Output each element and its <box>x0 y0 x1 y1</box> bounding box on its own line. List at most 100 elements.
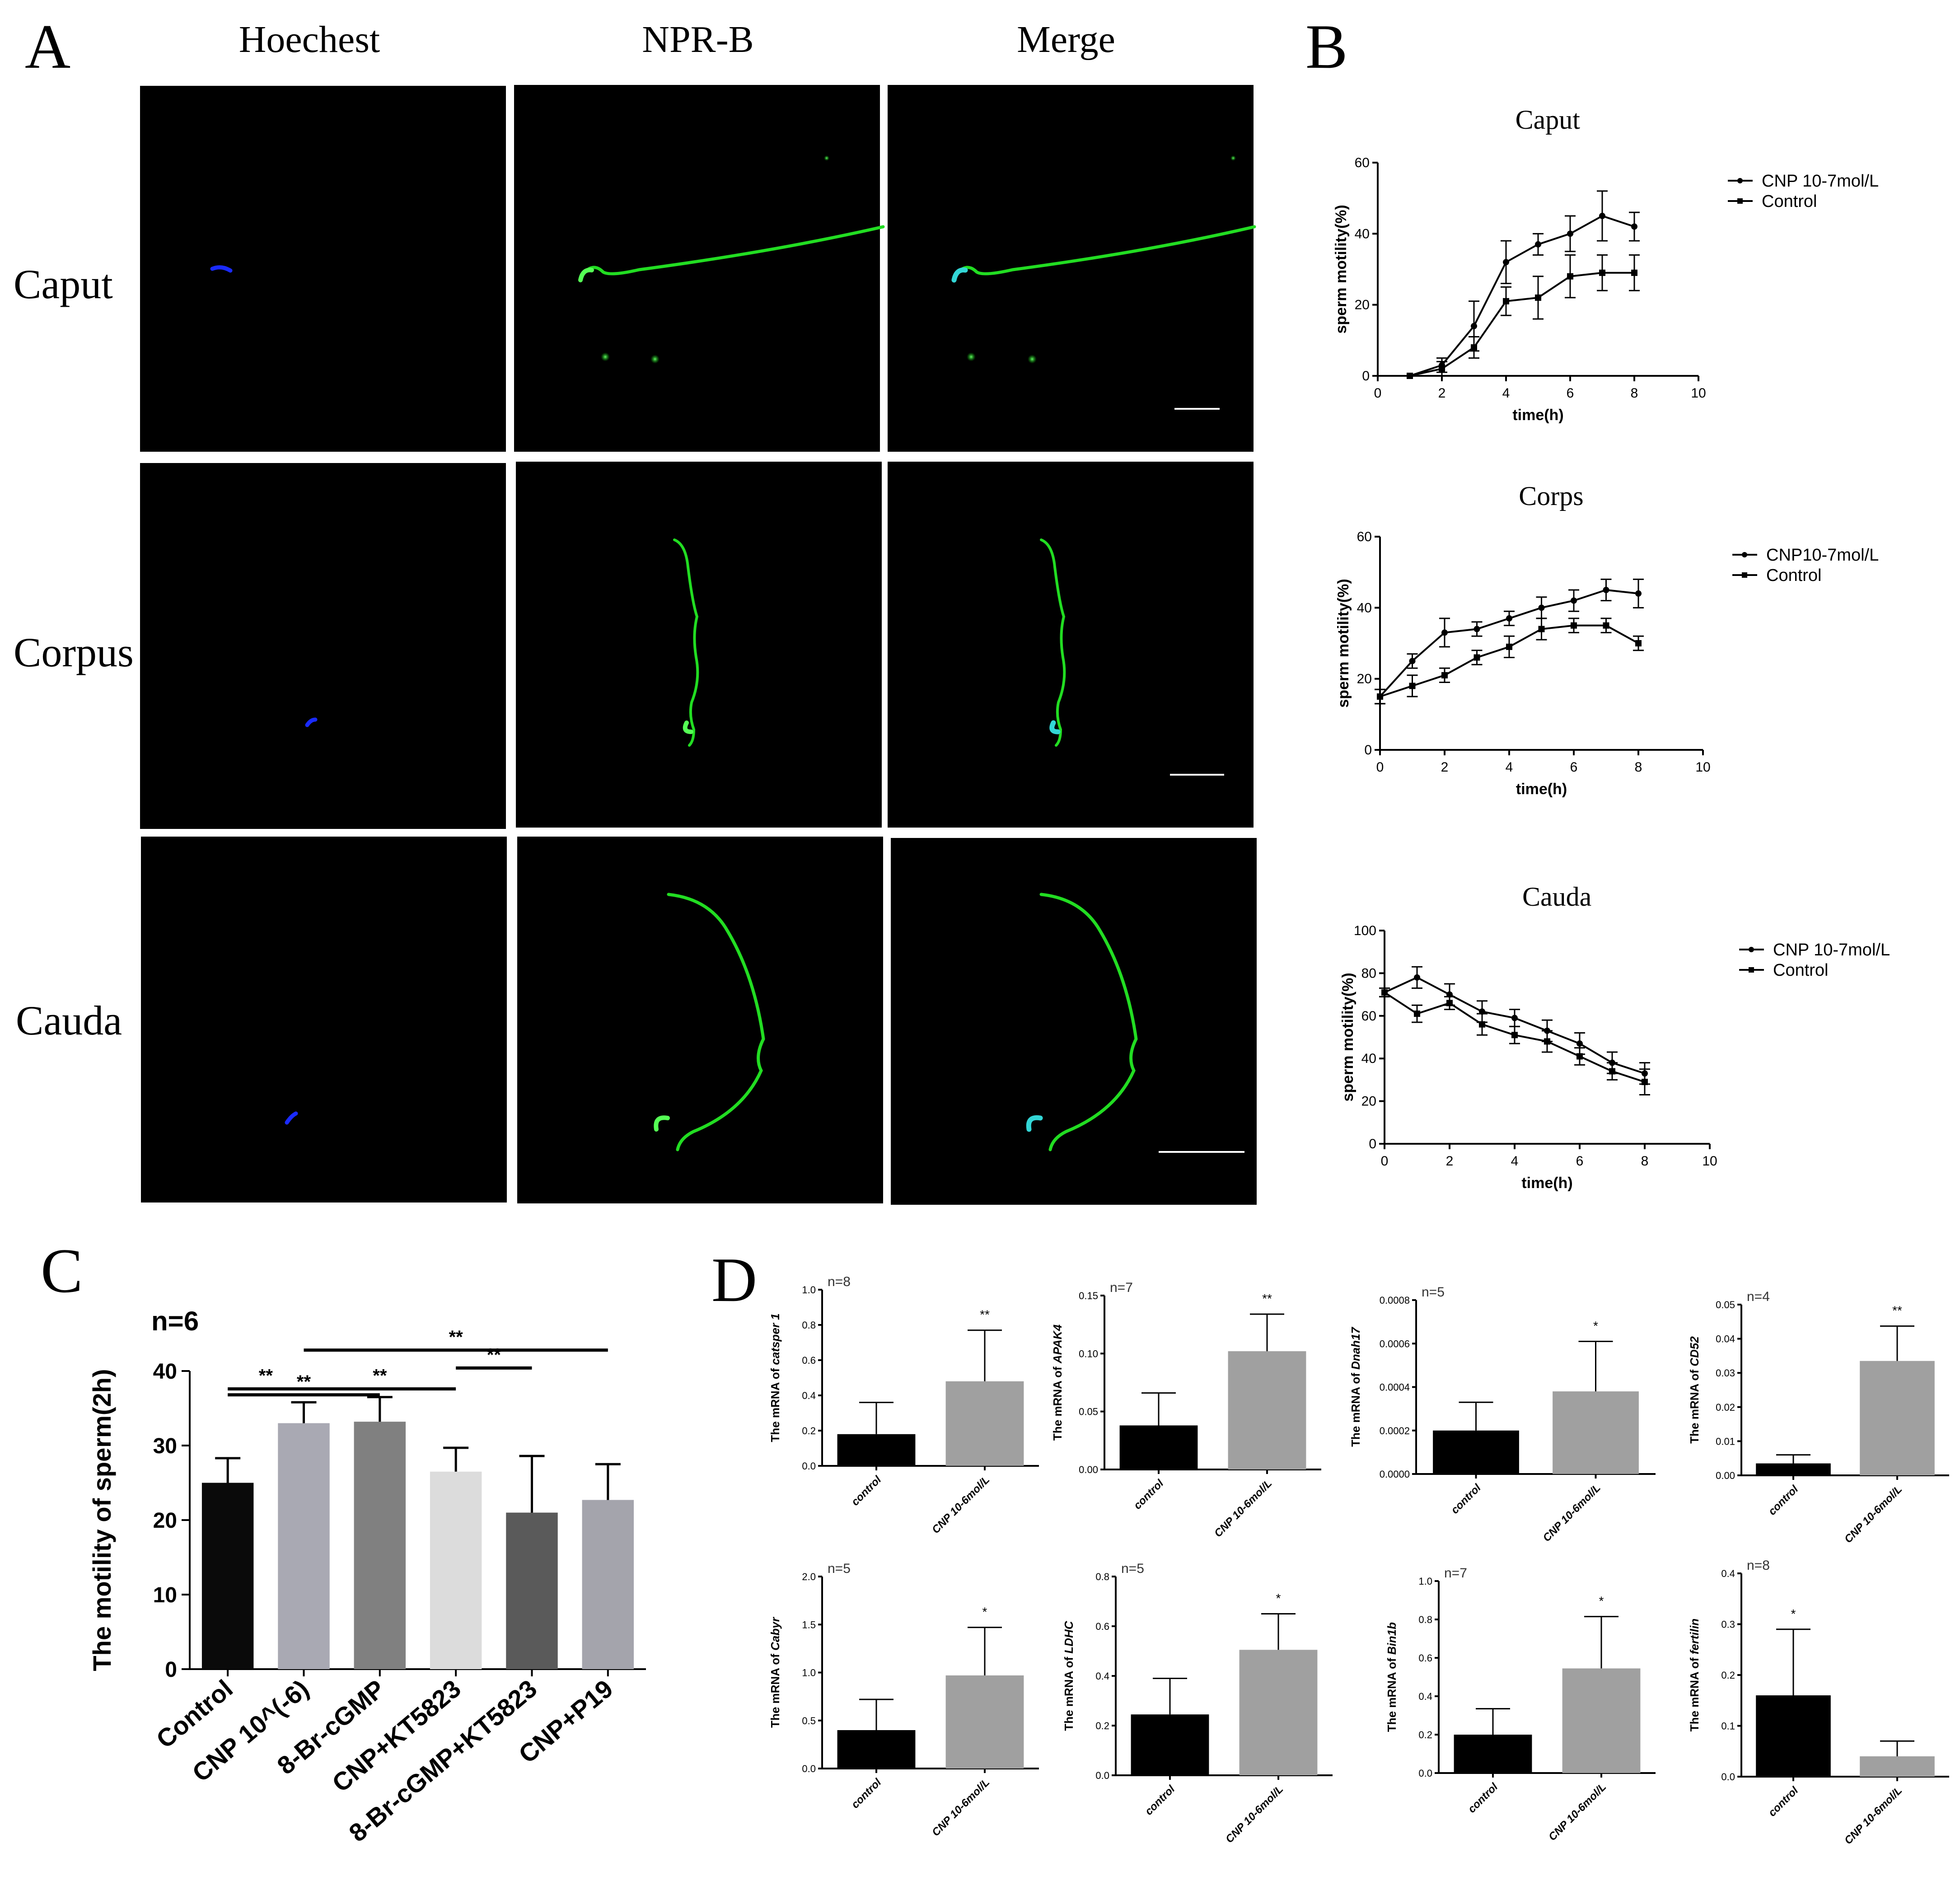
sperm-flagellum-caput-merge <box>957 225 1256 276</box>
x-tick-label: 0 <box>1374 386 1382 401</box>
y-tick-label: 40 <box>1355 226 1370 241</box>
bar <box>1239 1650 1318 1775</box>
data-point <box>1381 989 1388 996</box>
significance-label: * <box>982 1605 987 1619</box>
x-tick-label: 0 <box>1381 1154 1389 1169</box>
bar <box>1860 1361 1935 1475</box>
chart-title: Corps <box>1519 481 1583 511</box>
category-label: control <box>849 1776 884 1811</box>
data-point <box>1414 974 1420 981</box>
sperm-nucleus-caput <box>210 265 233 273</box>
legend-marker <box>1749 967 1754 973</box>
category-label: CNP 10-6mol/L <box>1541 1482 1603 1544</box>
y-axis-label: The mRNA of catsper 1 <box>768 1313 782 1442</box>
y-tick-label: 0.0000 <box>1380 1469 1410 1480</box>
background-dot <box>650 355 660 364</box>
y-axis-label-gene: LDHC <box>1062 1620 1076 1653</box>
bar-chart-cabyr: n=5 0.0 0.5 1.0 1.5 2.0 The mRNA of Cabyr contr… <box>768 1561 1039 1839</box>
data-point <box>1571 597 1577 604</box>
row-title-corpus: Corpus <box>14 629 134 675</box>
category-label: control <box>1766 1483 1801 1518</box>
y-tick-label: 1.0 <box>802 1284 816 1296</box>
y-tick-label: 0.0008 <box>1380 1295 1410 1306</box>
background-dot <box>1230 155 1236 161</box>
y-axis-label: The motility of sperm(2h) <box>88 1369 116 1671</box>
y-tick-label: 0.4 <box>802 1390 816 1401</box>
bar-chart-apak4: n=7 0.00 0.05 0.10 0.15 The mRNA of APAK4 cont… <box>1051 1280 1321 1539</box>
data-point <box>1409 683 1416 689</box>
bar <box>1228 1351 1306 1469</box>
bar-chart-catsper1: n=8 0.0 0.2 0.4 0.6 0.8 1.0 The mRNA of catsper… <box>768 1274 1039 1536</box>
y-axis-label: The mRNA of fertilin <box>1688 1619 1701 1731</box>
legend-label: Control <box>1762 192 1817 211</box>
data-point <box>1635 590 1642 597</box>
line-chart-corps: Corps 0 20 40 60 0 2 4 6 8 10 time(h) sperm motility… <box>1335 481 1879 798</box>
y-tick-label: 1.5 <box>802 1619 816 1630</box>
y-tick-label: 0 <box>1364 743 1372 758</box>
x-tick-label: 0 <box>1376 760 1384 775</box>
bar <box>354 1422 406 1669</box>
significance-label: ** <box>487 1345 501 1365</box>
data-point <box>1642 1079 1648 1086</box>
y-tick-label: 40 <box>153 1360 177 1384</box>
bar-chart-dnah17: n=5 0.0000 0.0002 0.0004 0.0006 0.0008 The mRN… <box>1349 1285 1656 1544</box>
y-tick-label: 0.0004 <box>1380 1382 1410 1393</box>
sperm-head-caput-merge <box>951 267 968 283</box>
chart-title: Cauda <box>1522 882 1591 912</box>
x-tick-label: 2 <box>1438 386 1446 401</box>
data-point <box>1503 259 1509 266</box>
y-tick-label: 10 <box>153 1583 177 1607</box>
y-tick-label: 0.4 <box>1095 1670 1109 1682</box>
legend-marker <box>1742 572 1747 578</box>
y-axis-label-gene: Cabyr <box>768 1616 782 1651</box>
data-point <box>1503 298 1509 304</box>
y-tick-label: 0 <box>1362 369 1370 384</box>
y-tick-label: 0.04 <box>1716 1334 1735 1345</box>
category-label: control <box>1132 1477 1167 1512</box>
data-point <box>1631 269 1637 276</box>
y-axis-label-prefix: The mRNA of <box>768 1365 782 1442</box>
data-point <box>1407 373 1413 379</box>
n-label: n=8 <box>1747 1558 1770 1573</box>
data-point <box>1511 1015 1518 1021</box>
y-axis-label-prefix: The mRNA of <box>768 1651 782 1728</box>
y-tick-label: 0.10 <box>1079 1348 1098 1359</box>
bar-chart-bin1b: n=7 0.0 0.2 0.4 0.6 0.8 1.0 The mRNA of Bin1b co… <box>1385 1566 1656 1843</box>
y-axis-label: The mRNA of Dnah17 <box>1349 1327 1362 1447</box>
y-axis-label: sperm motility(%) <box>1335 579 1352 707</box>
data-point <box>1377 693 1383 700</box>
y-axis-label: The mRNA of Cabyr <box>768 1616 782 1728</box>
data-point <box>1511 1032 1518 1039</box>
bar <box>1553 1391 1639 1474</box>
y-tick-label: 0.05 <box>1079 1406 1098 1418</box>
y-tick-label: 0.2 <box>802 1425 816 1436</box>
bar <box>1131 1714 1209 1775</box>
significance-label: ** <box>980 1308 990 1322</box>
data-point <box>1544 1038 1550 1045</box>
y-tick-label: 0.6 <box>802 1355 816 1366</box>
micrograph-caput-merge <box>888 85 1254 452</box>
y-tick-label: 0.0006 <box>1380 1338 1410 1349</box>
column-title-hoechest: Hoechest <box>239 19 380 61</box>
bar <box>837 1434 916 1466</box>
y-tick-label: 0.8 <box>1095 1571 1109 1582</box>
y-tick-label: 0.4 <box>1721 1568 1735 1579</box>
x-tick-label: 8 <box>1641 1154 1649 1169</box>
legend-label: Control <box>1766 566 1822 585</box>
n-label: n=7 <box>1444 1566 1467 1581</box>
legend-marker <box>1737 198 1743 204</box>
x-tick-label: 6 <box>1570 760 1578 775</box>
y-tick-label: 0.1 <box>1721 1721 1735 1732</box>
sperm-head-corpus-merge <box>1049 720 1061 735</box>
sperm-head-caput-npr-b <box>578 267 594 282</box>
y-axis-label-gene: Dnah17 <box>1349 1327 1362 1370</box>
y-axis-label: The mRNA of APAK4 <box>1051 1324 1064 1441</box>
y-tick-label: 20 <box>1361 1094 1376 1109</box>
x-tick-label: 10 <box>1695 760 1710 775</box>
data-point <box>1603 587 1609 593</box>
data-point <box>1609 1068 1615 1075</box>
category-label: CNP 10-6mol/L <box>1842 1784 1904 1847</box>
x-tick-label: 10 <box>1691 386 1706 401</box>
y-tick-label: 0.2 <box>1095 1720 1109 1731</box>
